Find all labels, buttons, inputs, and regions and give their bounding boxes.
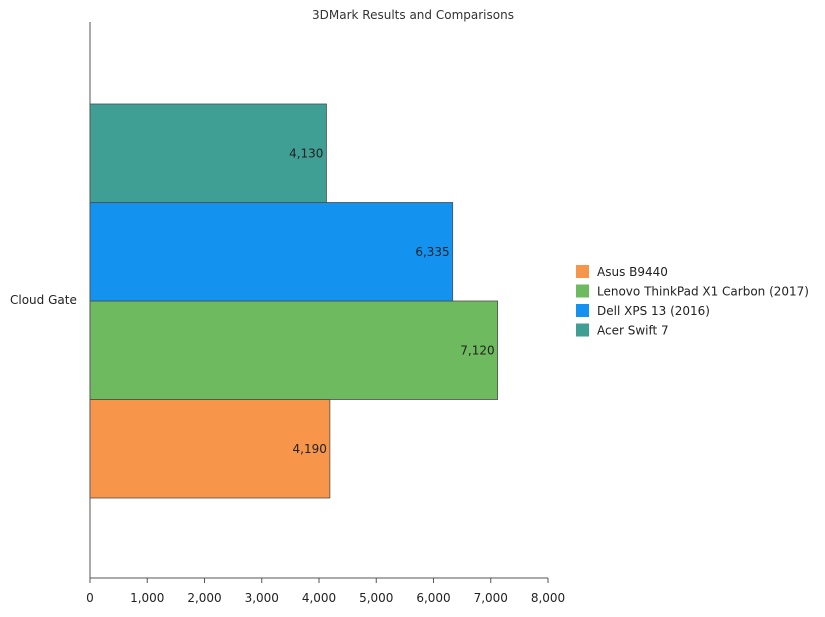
legend-swatch: [576, 304, 589, 317]
x-tick-label: 5,000: [359, 591, 393, 605]
legend-label: Acer Swift 7: [597, 324, 669, 338]
legend-swatch: [576, 265, 589, 278]
x-tick-label: 1,000: [130, 591, 164, 605]
category-label: Cloud Gate: [10, 293, 77, 307]
data-label: 4,130: [289, 146, 323, 160]
x-tick-label: 4,000: [302, 591, 336, 605]
x-tick-label: 3,000: [245, 591, 279, 605]
chart-title: 3DMark Results and Comparisons: [312, 8, 514, 22]
x-tick-label: 8,000: [531, 591, 565, 605]
x-tick-label: 7,000: [474, 591, 508, 605]
bar: [89, 103, 327, 203]
bar: [89, 300, 499, 400]
bar: [89, 202, 454, 302]
legend-label: Asus B9440: [597, 265, 668, 279]
bar: [89, 399, 331, 499]
x-tick-label: 0: [86, 591, 94, 605]
data-label: 4,190: [293, 442, 327, 456]
bars: 4,190 7,120 6,335 4,130: [89, 103, 499, 499]
legend: Asus B9440 Lenovo ThinkPad X1 Carbon (201…: [576, 265, 809, 338]
legend-label: Lenovo ThinkPad X1 Carbon (2017): [597, 285, 809, 299]
x-tick-label: 2,000: [187, 591, 221, 605]
legend-label: Dell XPS 13 (2016): [597, 304, 710, 318]
x-axis-ticks: 0 1,000 2,000 3,000 4,000 5,000 6,000 7,000 8,00…: [86, 578, 565, 605]
legend-swatch: [576, 323, 589, 337]
data-label: 7,120: [460, 343, 494, 357]
legend-swatch: [576, 284, 589, 298]
data-label: 6,335: [415, 245, 449, 259]
x-tick-label: 6,000: [416, 591, 450, 605]
